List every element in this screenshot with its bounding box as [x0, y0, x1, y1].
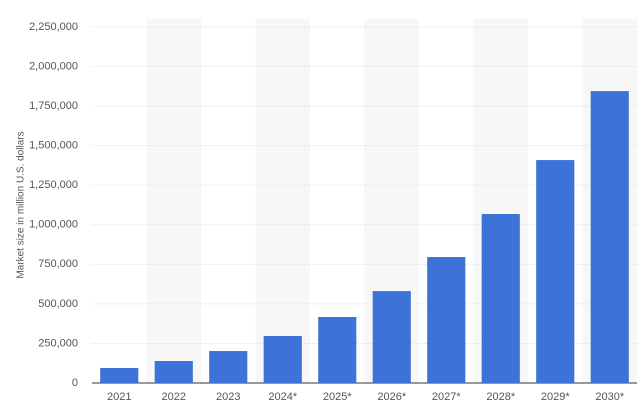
y-tick-label: 500,000 [38, 298, 78, 310]
y-tick-label: 750,000 [38, 258, 78, 270]
bar [590, 91, 629, 383]
column-band [146, 19, 201, 383]
x-tick-label: 2022 [162, 391, 186, 403]
y-tick-label: 2,000,000 [29, 60, 78, 72]
bar [536, 160, 575, 383]
bar [263, 336, 302, 383]
y-tick-label: 1,000,000 [29, 219, 78, 231]
x-tick-label: 2025* [323, 391, 352, 403]
column-band [255, 19, 310, 383]
x-tick-label: 2030* [595, 391, 624, 403]
y-tick-label: 1,250,000 [29, 179, 78, 191]
x-tick-label: 2021 [107, 391, 131, 403]
y-axis-label: Market size in million U.S. dollars [16, 131, 27, 278]
x-tick-label: 2024* [268, 391, 297, 403]
bar [318, 317, 357, 383]
y-tick-label: 1,750,000 [29, 100, 78, 112]
bar [100, 367, 139, 383]
bar [209, 351, 248, 383]
bar [154, 361, 193, 383]
bar [372, 291, 411, 383]
y-tick-label: 250,000 [38, 337, 78, 349]
bar [427, 257, 466, 383]
x-tick-label: 2027* [432, 391, 461, 403]
bar [481, 214, 520, 383]
y-tick-label: 0 [72, 377, 78, 389]
x-tick-label: 2028* [486, 391, 515, 403]
x-tick-label: 2023 [216, 391, 240, 403]
x-tick-label: 2029* [541, 391, 570, 403]
x-tick-label: 2026* [377, 391, 406, 403]
y-tick-label: 1,500,000 [29, 140, 78, 152]
y-tick-label: 2,250,000 [29, 21, 78, 33]
